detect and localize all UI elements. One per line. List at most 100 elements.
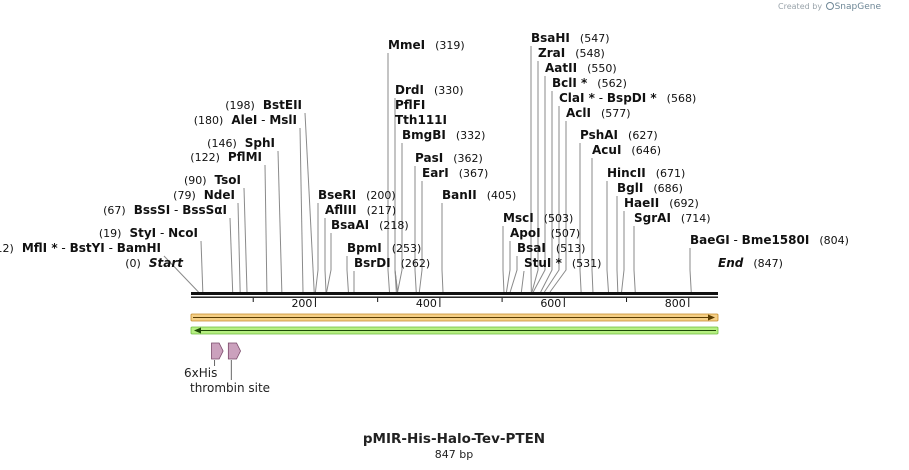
enzyme-name: MslI xyxy=(269,113,297,127)
enzyme-position-pshai: (627) xyxy=(628,129,658,142)
enzyme-position-baegi-bme1580i: (804) xyxy=(819,234,849,247)
thrombin-site-label: thrombin site xyxy=(190,381,270,395)
cut-line-pshai xyxy=(579,143,582,293)
cut-line-bsaai xyxy=(326,233,332,293)
enzyme-name: ClaI * xyxy=(559,91,596,105)
enzyme-label-zrai: ZraI xyxy=(538,46,565,60)
enzyme-name: MflI * xyxy=(22,241,58,255)
snapgene-logo-icon xyxy=(825,2,834,10)
enzyme-position-bseri: (200) xyxy=(366,189,396,202)
enzyme-label-sphi: SphI xyxy=(245,136,275,150)
enzyme-name: BssSαI xyxy=(182,203,227,217)
label-separator: - xyxy=(58,241,70,255)
cut-line-mmei xyxy=(387,53,390,293)
cut-line-zrai xyxy=(531,61,539,293)
enzyme-label-eari: EarI xyxy=(422,166,449,180)
cut-line-stui xyxy=(520,270,525,293)
enzyme-position-stui: (531) xyxy=(572,257,602,270)
enzyme-position-end: (847) xyxy=(753,257,783,270)
cut-line-bsssi-bsss-i xyxy=(229,217,234,293)
cut-line-haeii xyxy=(621,211,625,293)
enzyme-name: AclI xyxy=(566,106,591,120)
enzyme-name: PasI xyxy=(415,151,443,165)
enzyme-name: SgrAI xyxy=(634,211,671,225)
enzyme-name: BaeGI xyxy=(690,233,730,247)
cut-line-eari xyxy=(418,181,423,293)
cut-line-pflmi xyxy=(264,164,268,293)
enzyme-label-clai-bspdi: ClaI * - BspDI * xyxy=(559,91,657,105)
enzyme-name: TsoI xyxy=(215,173,241,187)
label-separator: - xyxy=(730,233,742,247)
enzyme-name: BsaAI xyxy=(331,218,369,232)
enzyme-label-hincii: HincII xyxy=(607,166,646,180)
cut-line-pasi xyxy=(414,166,417,293)
enzyme-position-banii: (405) xyxy=(487,189,517,202)
cut-line-styi-ncoi xyxy=(200,240,204,293)
enzyme-position-sphi: (146) xyxy=(207,137,237,150)
ruler-label-800: 800 xyxy=(665,297,686,310)
enzyme-label-pasi: PasI xyxy=(415,151,443,165)
enzyme-position-apoi: (507) xyxy=(551,227,581,240)
enzyme-position-bsahi: (547) xyxy=(580,32,610,45)
enzyme-name: MscI xyxy=(503,211,534,225)
enzyme-position-bsrdi: (262) xyxy=(401,257,431,270)
enzyme-position-bsai: (513) xyxy=(556,242,586,255)
enzyme-label-end: End xyxy=(718,256,744,270)
cut-site-lines xyxy=(163,46,692,293)
enzyme-position-aatii: (550) xyxy=(587,62,617,75)
enzyme-position-styi-ncoi: (19) xyxy=(99,227,122,240)
enzyme-position-bsteii: (198) xyxy=(225,99,255,112)
enzyme-name: Tth111I xyxy=(395,113,447,127)
enzyme-name: BclI * xyxy=(552,76,588,90)
credit-prefix: Created by xyxy=(778,2,823,11)
enzyme-position-hincii: (671) xyxy=(656,167,686,180)
cut-line-banii xyxy=(441,203,444,293)
enzyme-name: BmgBI xyxy=(402,128,446,142)
cut-line-apoi xyxy=(505,241,511,293)
enzyme-position-sgrai: (714) xyxy=(681,212,711,225)
enzyme-label-alei-msli: AleI - MslI xyxy=(231,113,297,127)
enzyme-position-eari: (367) xyxy=(459,167,489,180)
credit-brand: SnapGene xyxy=(834,2,881,12)
enzyme-label-styi-ncoi: StyI - NcoI xyxy=(129,226,198,240)
backbone-bottom-strand xyxy=(191,296,718,298)
enzyme-name: StuI * xyxy=(524,256,563,270)
enzyme-position-bmgbi: (332) xyxy=(456,129,486,142)
enzyme-position-bsaai: (218) xyxy=(379,219,409,232)
enzyme-name: EarI xyxy=(422,166,449,180)
enzyme-name: AatII xyxy=(545,61,577,75)
enzyme-position-mmei: (319) xyxy=(435,39,465,52)
enzyme-label-aatii: AatII xyxy=(545,61,577,75)
enzyme-position-pflmi: (122) xyxy=(190,151,220,164)
enzyme-label-apoi: ApoI xyxy=(510,226,541,240)
enzyme-labels: Start (0) MflI * - BstYI - BamHI (12) StyI -… xyxy=(0,31,849,270)
enzyme-position-clai-bspdi: (568) xyxy=(667,92,697,105)
enzyme-name: PflMI xyxy=(228,150,262,164)
enzyme-name: NcoI xyxy=(168,226,198,240)
cut-line-tsoi xyxy=(243,187,248,293)
position-ruler: 200 400 600 800 xyxy=(252,297,690,310)
label-separator: - xyxy=(595,91,607,105)
label-separator: - xyxy=(257,113,269,127)
enzyme-label-drdi: DrdI xyxy=(395,83,424,97)
enzyme-label-bpmi: BpmI xyxy=(347,241,382,255)
enzyme-position-alei-msli: (180) xyxy=(194,114,224,127)
cut-line-sgrai xyxy=(633,226,636,293)
enzyme-label-tth111i: Tth111I xyxy=(395,113,447,127)
enzyme-label-mmei: MmeI xyxy=(388,38,425,52)
enzyme-position-bgli: (686) xyxy=(653,182,683,195)
enzyme-label-pflfi: PflFI xyxy=(395,98,425,112)
enzyme-position-ndei: (79) xyxy=(173,189,196,202)
6xhis-tag-marker xyxy=(211,342,224,360)
enzyme-name: BsaHI xyxy=(531,31,570,45)
label-separator: - xyxy=(156,226,168,240)
enzyme-name: BspDI * xyxy=(607,91,657,105)
enzyme-position-acli: (577) xyxy=(601,107,631,120)
enzyme-label-bgli: BglI xyxy=(617,181,643,195)
enzyme-position-pasi: (362) xyxy=(453,152,483,165)
enzyme-position-start: (0) xyxy=(125,257,141,270)
label-separator: - xyxy=(170,203,182,217)
enzyme-label-acui: AcuI xyxy=(592,143,621,157)
enzyme-name: MmeI xyxy=(388,38,425,52)
